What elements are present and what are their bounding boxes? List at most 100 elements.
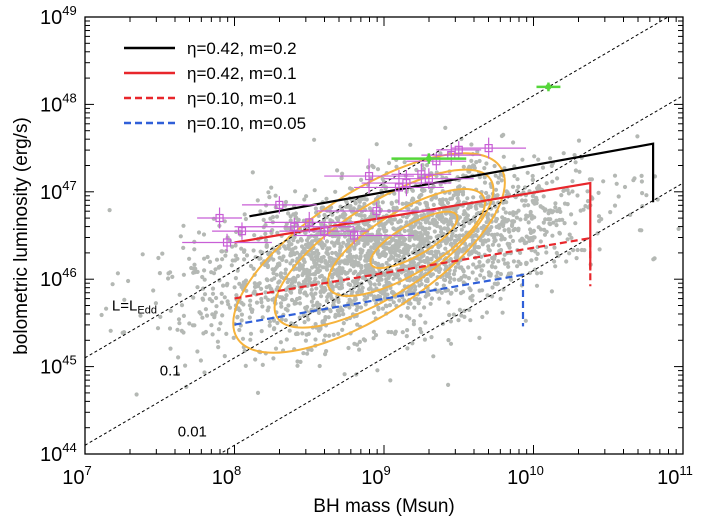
sample-point: [187, 256, 192, 261]
sample-point: [357, 225, 363, 231]
sample-point: [202, 256, 207, 261]
sample-point: [553, 264, 558, 269]
sample-point: [514, 210, 519, 215]
sample-point: [468, 204, 473, 210]
sample-point: [511, 212, 516, 217]
sample-point: [523, 198, 528, 203]
sample-point: [284, 259, 289, 264]
sample-point: [181, 313, 186, 318]
sample-point: [575, 247, 580, 253]
sample-point: [550, 179, 555, 184]
sample-point: [532, 235, 537, 240]
sample-point: [339, 176, 344, 181]
sample-point: [333, 189, 338, 194]
sample-point: [277, 261, 282, 266]
sample-point: [534, 256, 539, 261]
sample-point: [309, 256, 314, 261]
sample-point: [414, 275, 419, 280]
sample-point: [577, 169, 582, 174]
sample-point: [441, 283, 446, 288]
sample-point: [357, 213, 362, 218]
point-marker: [454, 145, 463, 154]
sample-point: [502, 228, 507, 233]
sample-point: [354, 255, 359, 260]
tick-base: 10: [62, 467, 84, 489]
sample-point: [334, 268, 339, 273]
sample-point: [259, 300, 264, 305]
sample-point: [413, 247, 418, 252]
sample-point: [195, 349, 200, 354]
sample-point: [471, 195, 476, 200]
sample-point: [530, 177, 535, 183]
sample-point: [175, 327, 180, 332]
sample-point: [530, 173, 535, 179]
magenta-point: [264, 211, 355, 233]
sample-point: [364, 197, 369, 202]
sample-point: [505, 261, 510, 266]
sample-point: [216, 327, 221, 332]
sample-point: [493, 187, 499, 192]
sample-point: [459, 265, 464, 270]
sample-point: [204, 313, 210, 318]
sample-point: [386, 329, 391, 335]
sample-point: [525, 170, 530, 175]
sample-point: [357, 271, 362, 276]
sample-point: [263, 295, 268, 300]
sample-point: [402, 228, 407, 234]
sample-point: [281, 254, 286, 259]
sample-point: [512, 226, 518, 232]
sample-point: [422, 337, 427, 342]
sample-point: [391, 226, 396, 231]
tick-base: 10: [40, 357, 62, 379]
sample-point: [275, 320, 280, 326]
sample-point: [432, 222, 437, 227]
sample-point: [407, 316, 412, 321]
sample-point: [460, 190, 466, 195]
sample-point: [480, 203, 485, 208]
sample-point: [314, 286, 319, 291]
sample-point: [158, 314, 163, 319]
sample-point: [383, 221, 388, 226]
sample-point: [528, 230, 534, 235]
sample-point: [494, 282, 499, 287]
sample-point: [501, 223, 506, 229]
sample-point: [337, 313, 342, 318]
sample-point: [243, 216, 248, 222]
sample-point: [486, 212, 491, 217]
sample-point: [520, 157, 525, 162]
sample-point: [312, 264, 317, 269]
sample-point: [514, 215, 520, 220]
sample-point: [248, 263, 254, 269]
sample-point: [518, 250, 523, 255]
sample-point: [225, 299, 230, 304]
sample-point: [405, 243, 410, 249]
sample-point: [166, 276, 171, 281]
sample-point: [481, 275, 487, 280]
sample-point: [371, 245, 376, 250]
sample-point: [219, 300, 224, 305]
sample-point: [353, 295, 358, 300]
sample-point: [334, 252, 340, 257]
sample-point: [447, 312, 452, 318]
sample-point: [479, 268, 484, 273]
sample-point: [543, 217, 548, 222]
point-marker: [484, 144, 493, 153]
sample-point: [370, 163, 375, 168]
sample-point: [367, 237, 372, 243]
legend-label: η=0.42, m=0.2: [187, 39, 297, 58]
sample-point: [437, 296, 442, 301]
sample-point: [456, 249, 461, 254]
sample-point: [406, 206, 411, 212]
sample-point: [429, 251, 434, 256]
sample-point: [476, 251, 481, 256]
sample-point: [316, 251, 321, 256]
tick-base: 10: [40, 444, 62, 466]
sample-point: [484, 161, 489, 166]
sample-point: [631, 178, 636, 183]
sample-point: [360, 275, 365, 280]
sample-point: [263, 238, 269, 243]
sample-point: [406, 288, 412, 293]
sample-point: [214, 257, 220, 262]
sample-point: [418, 259, 423, 264]
sample-point: [509, 219, 515, 224]
